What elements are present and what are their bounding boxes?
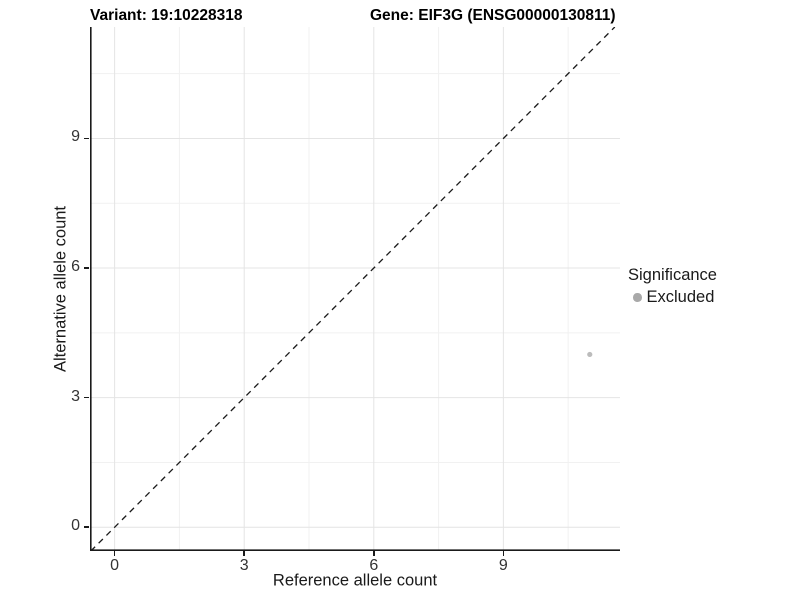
y-tick-label: 9	[71, 128, 80, 146]
legend: Significance Excluded	[628, 266, 717, 307]
legend-item-excluded: Excluded	[628, 288, 717, 307]
legend-item-label: Excluded	[646, 288, 715, 306]
y-tick-label: 0	[71, 517, 80, 535]
x-tick-label: 3	[239, 557, 249, 574]
x-tick-mark	[243, 551, 245, 556]
plot-panel	[90, 27, 620, 551]
legend-title: Significance	[628, 266, 717, 284]
chart-title-variant: Variant: 19:10228318	[90, 7, 243, 24]
identity-line	[90, 27, 616, 551]
plot-svg	[90, 27, 620, 551]
x-tick-label: 6	[369, 557, 379, 574]
y-tick-mark	[84, 396, 89, 399]
chart-title-gene: Gene: EIF3G (ENSG00000130811)	[370, 7, 616, 24]
x-tick-label: 9	[498, 557, 508, 574]
y-tick-label: 6	[71, 258, 80, 276]
y-tick-mark	[84, 137, 89, 140]
legend-point-marker-icon	[633, 293, 642, 302]
x-tick-mark	[113, 551, 116, 556]
x-tick-mark	[502, 551, 505, 556]
data-point	[587, 351, 593, 358]
y-axis-label: Alternative allele count	[51, 205, 70, 373]
y-tick-mark	[84, 267, 89, 269]
y-tick-mark	[84, 526, 89, 529]
x-tick-mark	[372, 551, 375, 556]
x-tick-label: 0	[110, 557, 120, 574]
y-tick-label: 3	[71, 387, 80, 405]
x-axis-label: Reference allele count	[272, 571, 438, 590]
